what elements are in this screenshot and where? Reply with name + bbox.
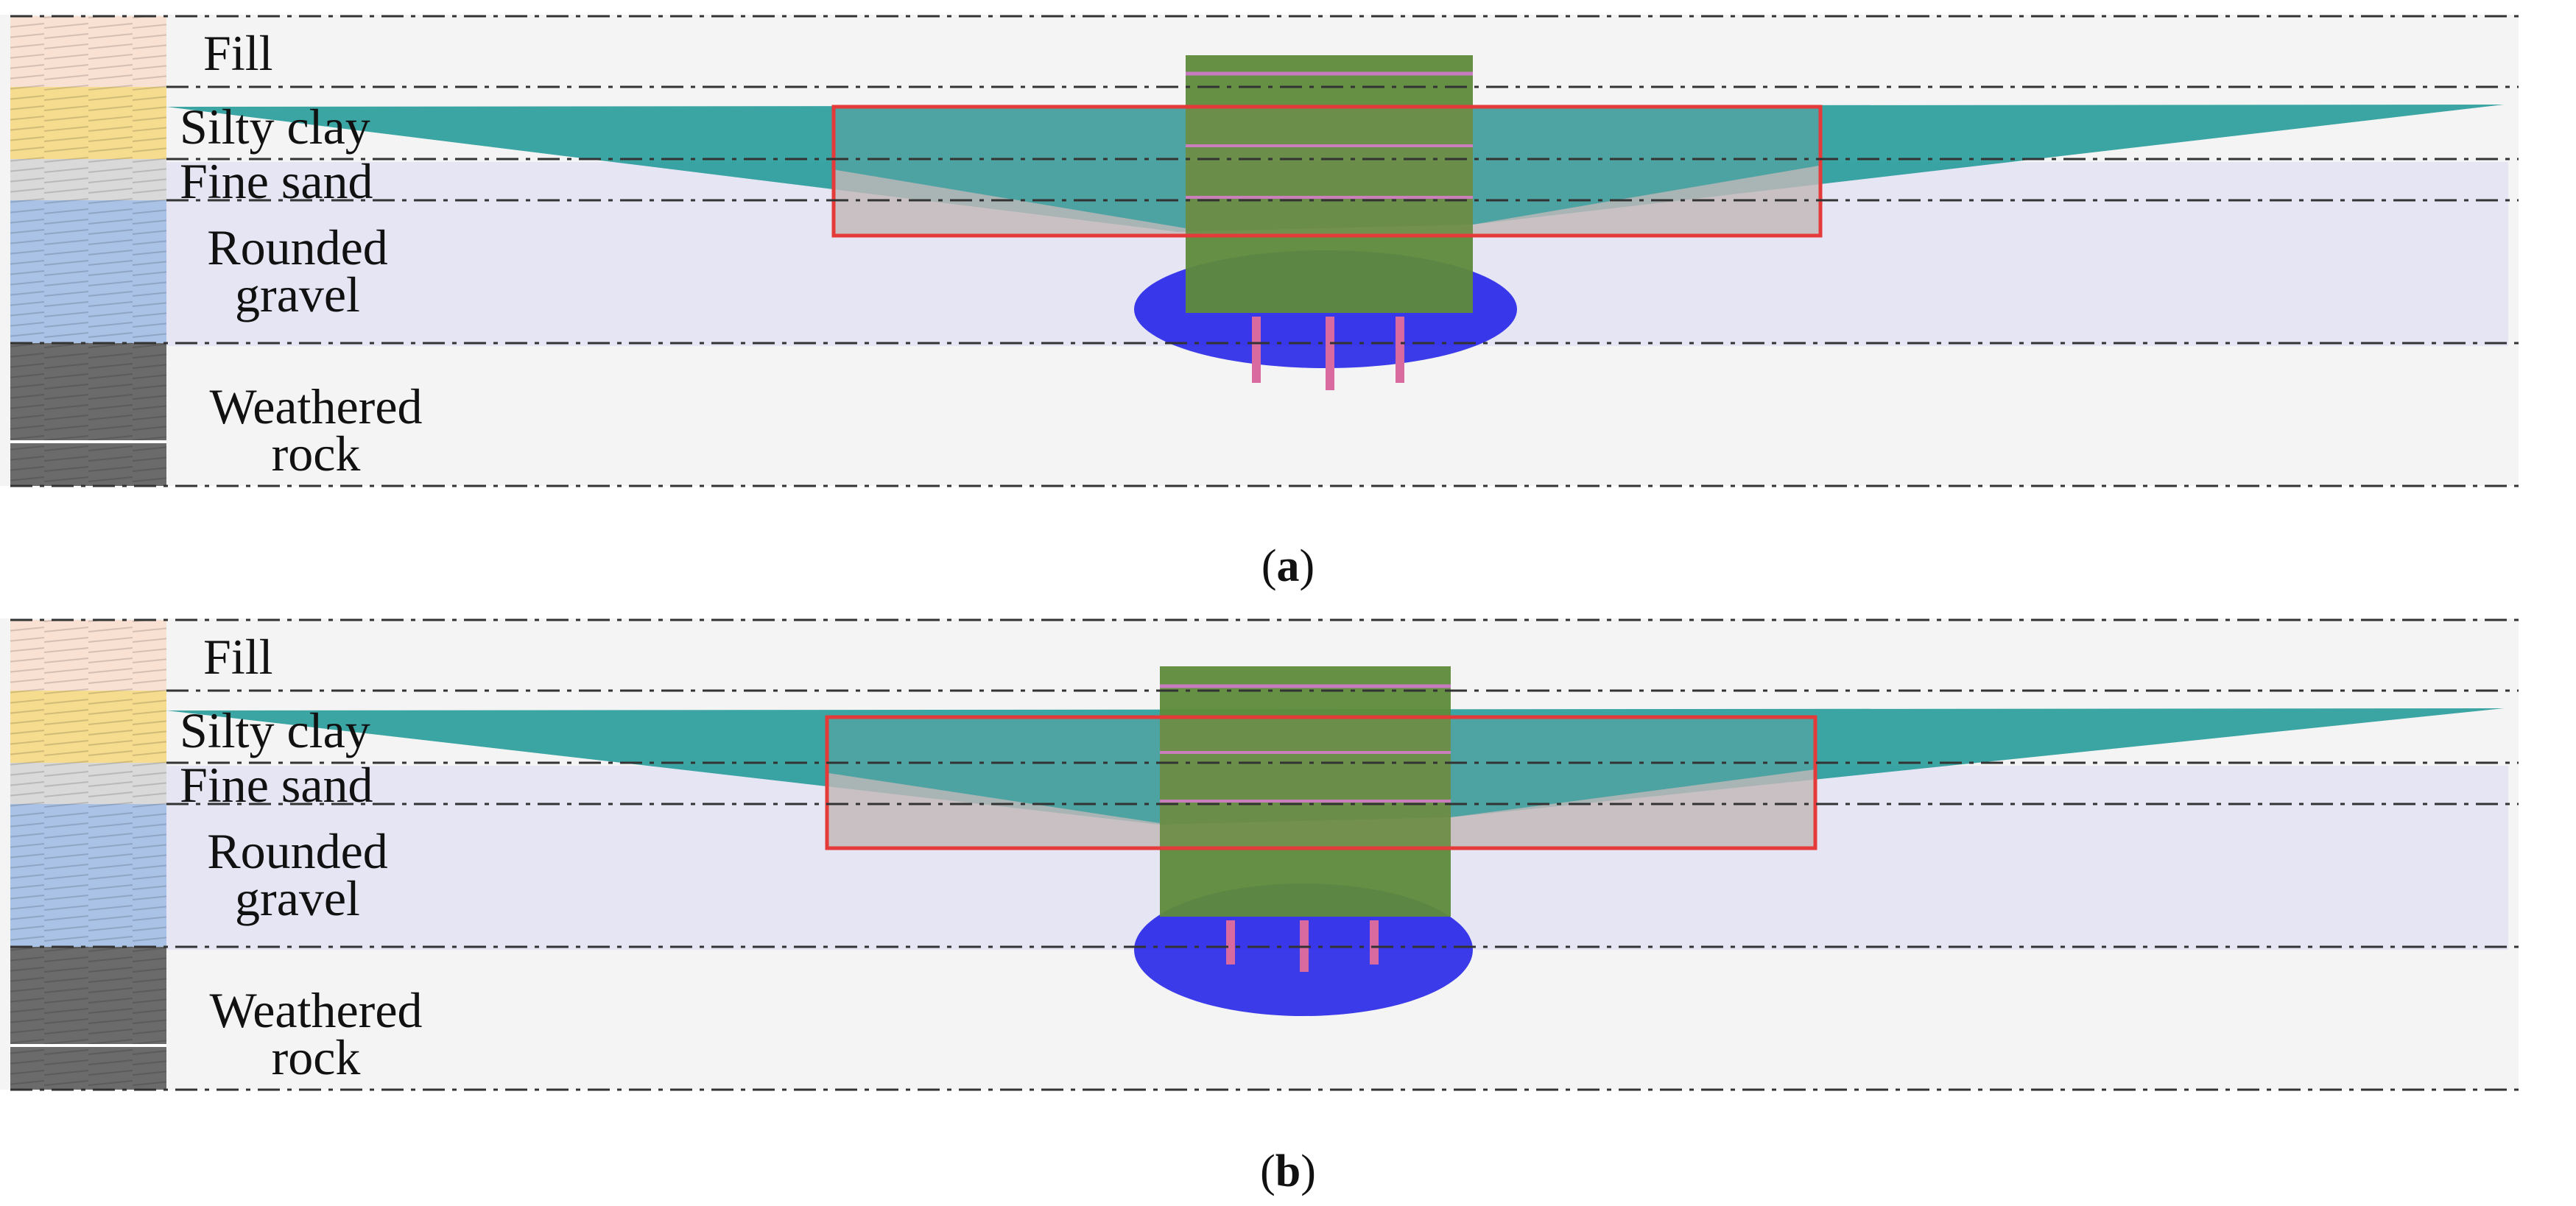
layer-label-silty-clay: Silty clay [180, 702, 370, 758]
layer-label-fill: Fill [203, 25, 273, 81]
layer-label-rounded-gravel: Rounded gravel [180, 823, 415, 926]
layer-label-silty-clay: Silty clay [180, 99, 370, 155]
layer-label-line: Weathered [209, 378, 423, 434]
panel-b: Fill Silty clay Fine sand Rounded gravel… [0, 604, 2576, 1206]
highlight-box [831, 105, 1823, 238]
foundation-block [1160, 666, 1451, 917]
layer-label-rounded-gravel: Rounded gravel [180, 219, 415, 322]
panel-a-diagram [0, 15, 2519, 487]
foundation-block [1186, 55, 1473, 313]
layer-label-weathered-rock: Weathered rock [172, 378, 460, 482]
caption-close: ) [1301, 1146, 1316, 1196]
pile-tip [1396, 317, 1404, 383]
caption-letter: a [1276, 541, 1300, 591]
layer-label-line: gravel [235, 870, 360, 926]
layer-label-line: rock [271, 1029, 361, 1085]
caption-a: (a) [0, 540, 2576, 593]
grey-wedge [832, 169, 1186, 236]
grey-wedge-right [1451, 769, 1815, 847]
caption-open: ( [1261, 541, 1277, 591]
stratum-boundaries [10, 15, 2519, 487]
grey-wedge [828, 773, 1160, 847]
layer-label-line: gravel [235, 267, 360, 322]
layer-label-weathered-rock: Weathered rock [172, 982, 460, 1085]
layer-label-fine-sand: Fine sand [180, 153, 373, 209]
caption-b: (b) [0, 1146, 2576, 1198]
pile-tip [1252, 317, 1261, 383]
layer-label-fill: Fill [203, 629, 273, 685]
grey-wedge-right [1473, 166, 1819, 236]
layer-label-line: Rounded [207, 219, 388, 275]
caption-letter: b [1275, 1146, 1301, 1196]
pile-tip [1226, 920, 1235, 965]
panel-b-diagram [0, 618, 2519, 1091]
caption-close: ) [1299, 541, 1315, 591]
pile-tip [1326, 317, 1334, 390]
pile-tip [1370, 920, 1379, 965]
layer-label-line: rock [271, 426, 361, 482]
legend-hatching [10, 620, 166, 1090]
stratum-boundaries [10, 618, 2519, 1091]
legend-hatching [10, 16, 166, 486]
highlight-box [825, 715, 1817, 850]
layer-label-fine-sand: Fine sand [180, 757, 373, 813]
layer-label-line: Rounded [207, 823, 388, 879]
panel-a: Fill Silty clay Fine sand Rounded gravel… [0, 15, 2576, 593]
caption-open: ( [1260, 1146, 1275, 1196]
layer-label-line: Weathered [209, 982, 423, 1038]
